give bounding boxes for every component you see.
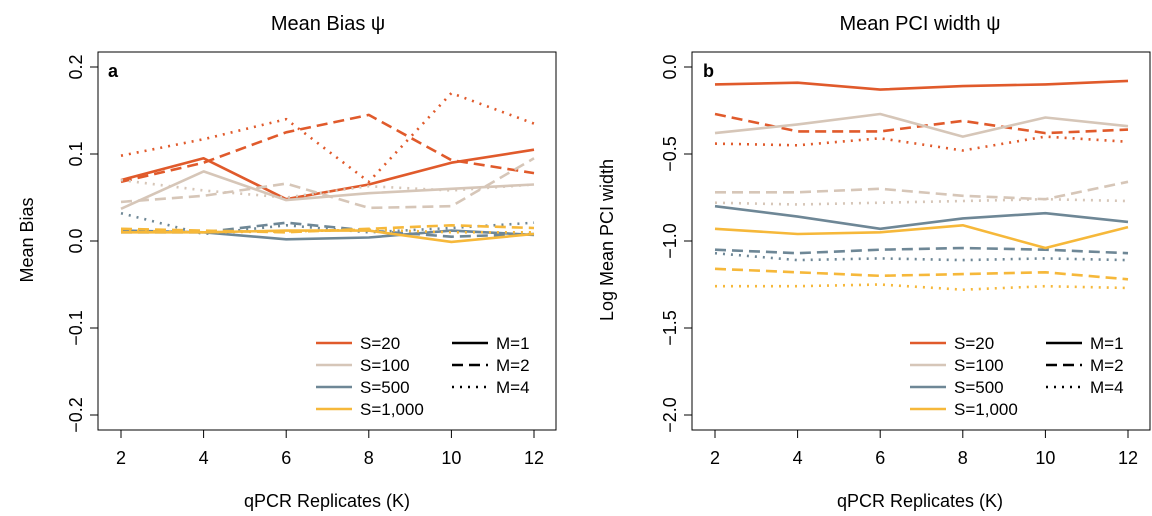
legend-label: M=1 — [1090, 334, 1124, 353]
legend-label: S=500 — [360, 378, 410, 397]
series-line-s1000-m2 — [120, 224, 535, 234]
panel-a-series-layer — [120, 91, 535, 244]
series-line-s1000-m2 — [714, 267, 1129, 281]
series-line-s20-m2 — [714, 112, 1129, 135]
legend-label: M=4 — [496, 378, 530, 397]
series-line-s20-m1 — [714, 79, 1129, 91]
y-tick-label: 0.0 — [660, 54, 680, 79]
y-tick-label: 0.1 — [66, 141, 86, 166]
panel-b-title: Mean PCI width ψ — [840, 13, 1001, 35]
panel-b-legend: S=20 S=100 S=500 S=1,000 M=1 M=2 M=4 — [910, 334, 1124, 419]
x-tick-label: 8 — [364, 448, 374, 468]
x-tick-label: 2 — [710, 448, 720, 468]
series-line-s500-m2 — [714, 246, 1129, 255]
panel-a: Mean Bias ψ a 2 4 6 8 10 12 −0.2 −0.1 0.0 0.1 0.2… — [17, 13, 557, 511]
panel-b-x-axis: 2 4 6 8 10 12 — [710, 429, 1138, 468]
y-tick-label: 0.0 — [66, 228, 86, 253]
y-tick-label: −2.0 — [660, 397, 680, 433]
y-tick-label: −0.1 — [66, 310, 86, 346]
legend-label: S=1,000 — [954, 400, 1018, 419]
panel-b: Mean PCI width ψ b 2 4 6 8 10 12 −2.0 −1.5 −1.0… — [597, 13, 1151, 511]
series-line-s20-m2 — [120, 113, 535, 184]
series-line-s100-m2 — [715, 180, 1129, 201]
legend-label: M=2 — [496, 356, 530, 375]
series-line-s100-m1 — [714, 112, 1129, 138]
x-tick-label: 2 — [116, 448, 126, 468]
y-tick-label: −0.5 — [660, 136, 680, 172]
x-tick-label: 8 — [958, 448, 968, 468]
x-tick-label: 12 — [524, 448, 544, 468]
series-line-s500-m4 — [120, 211, 535, 236]
panel-b-y-label: Log Mean PCI width — [597, 159, 617, 321]
legend-label: S=20 — [954, 334, 994, 353]
legend-label: S=100 — [360, 356, 410, 375]
panel-b-series-layer — [714, 79, 1129, 292]
panel-a-title: Mean Bias ψ — [271, 13, 385, 35]
series-line-s500-m4 — [714, 251, 1129, 262]
legend-label: S=100 — [954, 356, 1004, 375]
series-line-s20-m4 — [714, 135, 1129, 152]
x-tick-label: 6 — [281, 448, 291, 468]
x-tick-label: 10 — [1035, 448, 1055, 468]
panel-a-x-axis: 2 4 6 8 10 12 — [116, 429, 544, 468]
legend-label: S=1,000 — [360, 400, 424, 419]
legend-label: S=500 — [954, 378, 1004, 397]
panel-a-label: a — [108, 61, 119, 81]
legend-label: M=1 — [496, 334, 530, 353]
x-tick-label: 10 — [441, 448, 461, 468]
x-tick-label: 4 — [793, 448, 803, 468]
panel-b-y-axis: −2.0 −1.5 −1.0 −0.5 0.0 — [660, 54, 693, 433]
panel-a-x-label: qPCR Replicates (K) — [244, 491, 410, 511]
legend-label: M=4 — [1090, 378, 1124, 397]
panel-b-x-label: qPCR Replicates (K) — [837, 491, 1003, 511]
y-tick-label: −1.5 — [660, 310, 680, 346]
series-line-s20-m4 — [120, 91, 535, 184]
series-line-s1000-m4 — [120, 228, 534, 234]
y-tick-label: −1.0 — [660, 223, 680, 259]
panel-a-y-axis: −0.2 −0.1 0.0 0.1 0.2 — [66, 54, 99, 433]
legend-label: M=2 — [1090, 356, 1124, 375]
panel-a-legend: S=20 S=100 S=500 S=1,000 M=1 M=2 M=4 — [316, 334, 530, 419]
panel-a-plot-frame — [97, 51, 557, 431]
y-tick-label: −0.2 — [66, 397, 86, 433]
panel-b-plot-frame — [691, 51, 1151, 431]
x-tick-label: 4 — [199, 448, 209, 468]
series-line-s1000-m4 — [715, 283, 1129, 292]
x-tick-label: 12 — [1118, 448, 1138, 468]
series-line-s100-m2 — [120, 157, 535, 210]
panel-a-y-label: Mean Bias — [17, 197, 37, 282]
series-line-s1000-m1 — [714, 224, 1129, 250]
panel-b-label: b — [703, 61, 714, 81]
x-tick-label: 6 — [875, 448, 885, 468]
series-line-s500-m1 — [714, 204, 1129, 231]
series-line-s20-m1 — [120, 148, 535, 201]
legend-label: S=20 — [360, 334, 400, 353]
series-line-s100-m4 — [714, 197, 1129, 206]
y-tick-label: 0.2 — [66, 54, 86, 79]
